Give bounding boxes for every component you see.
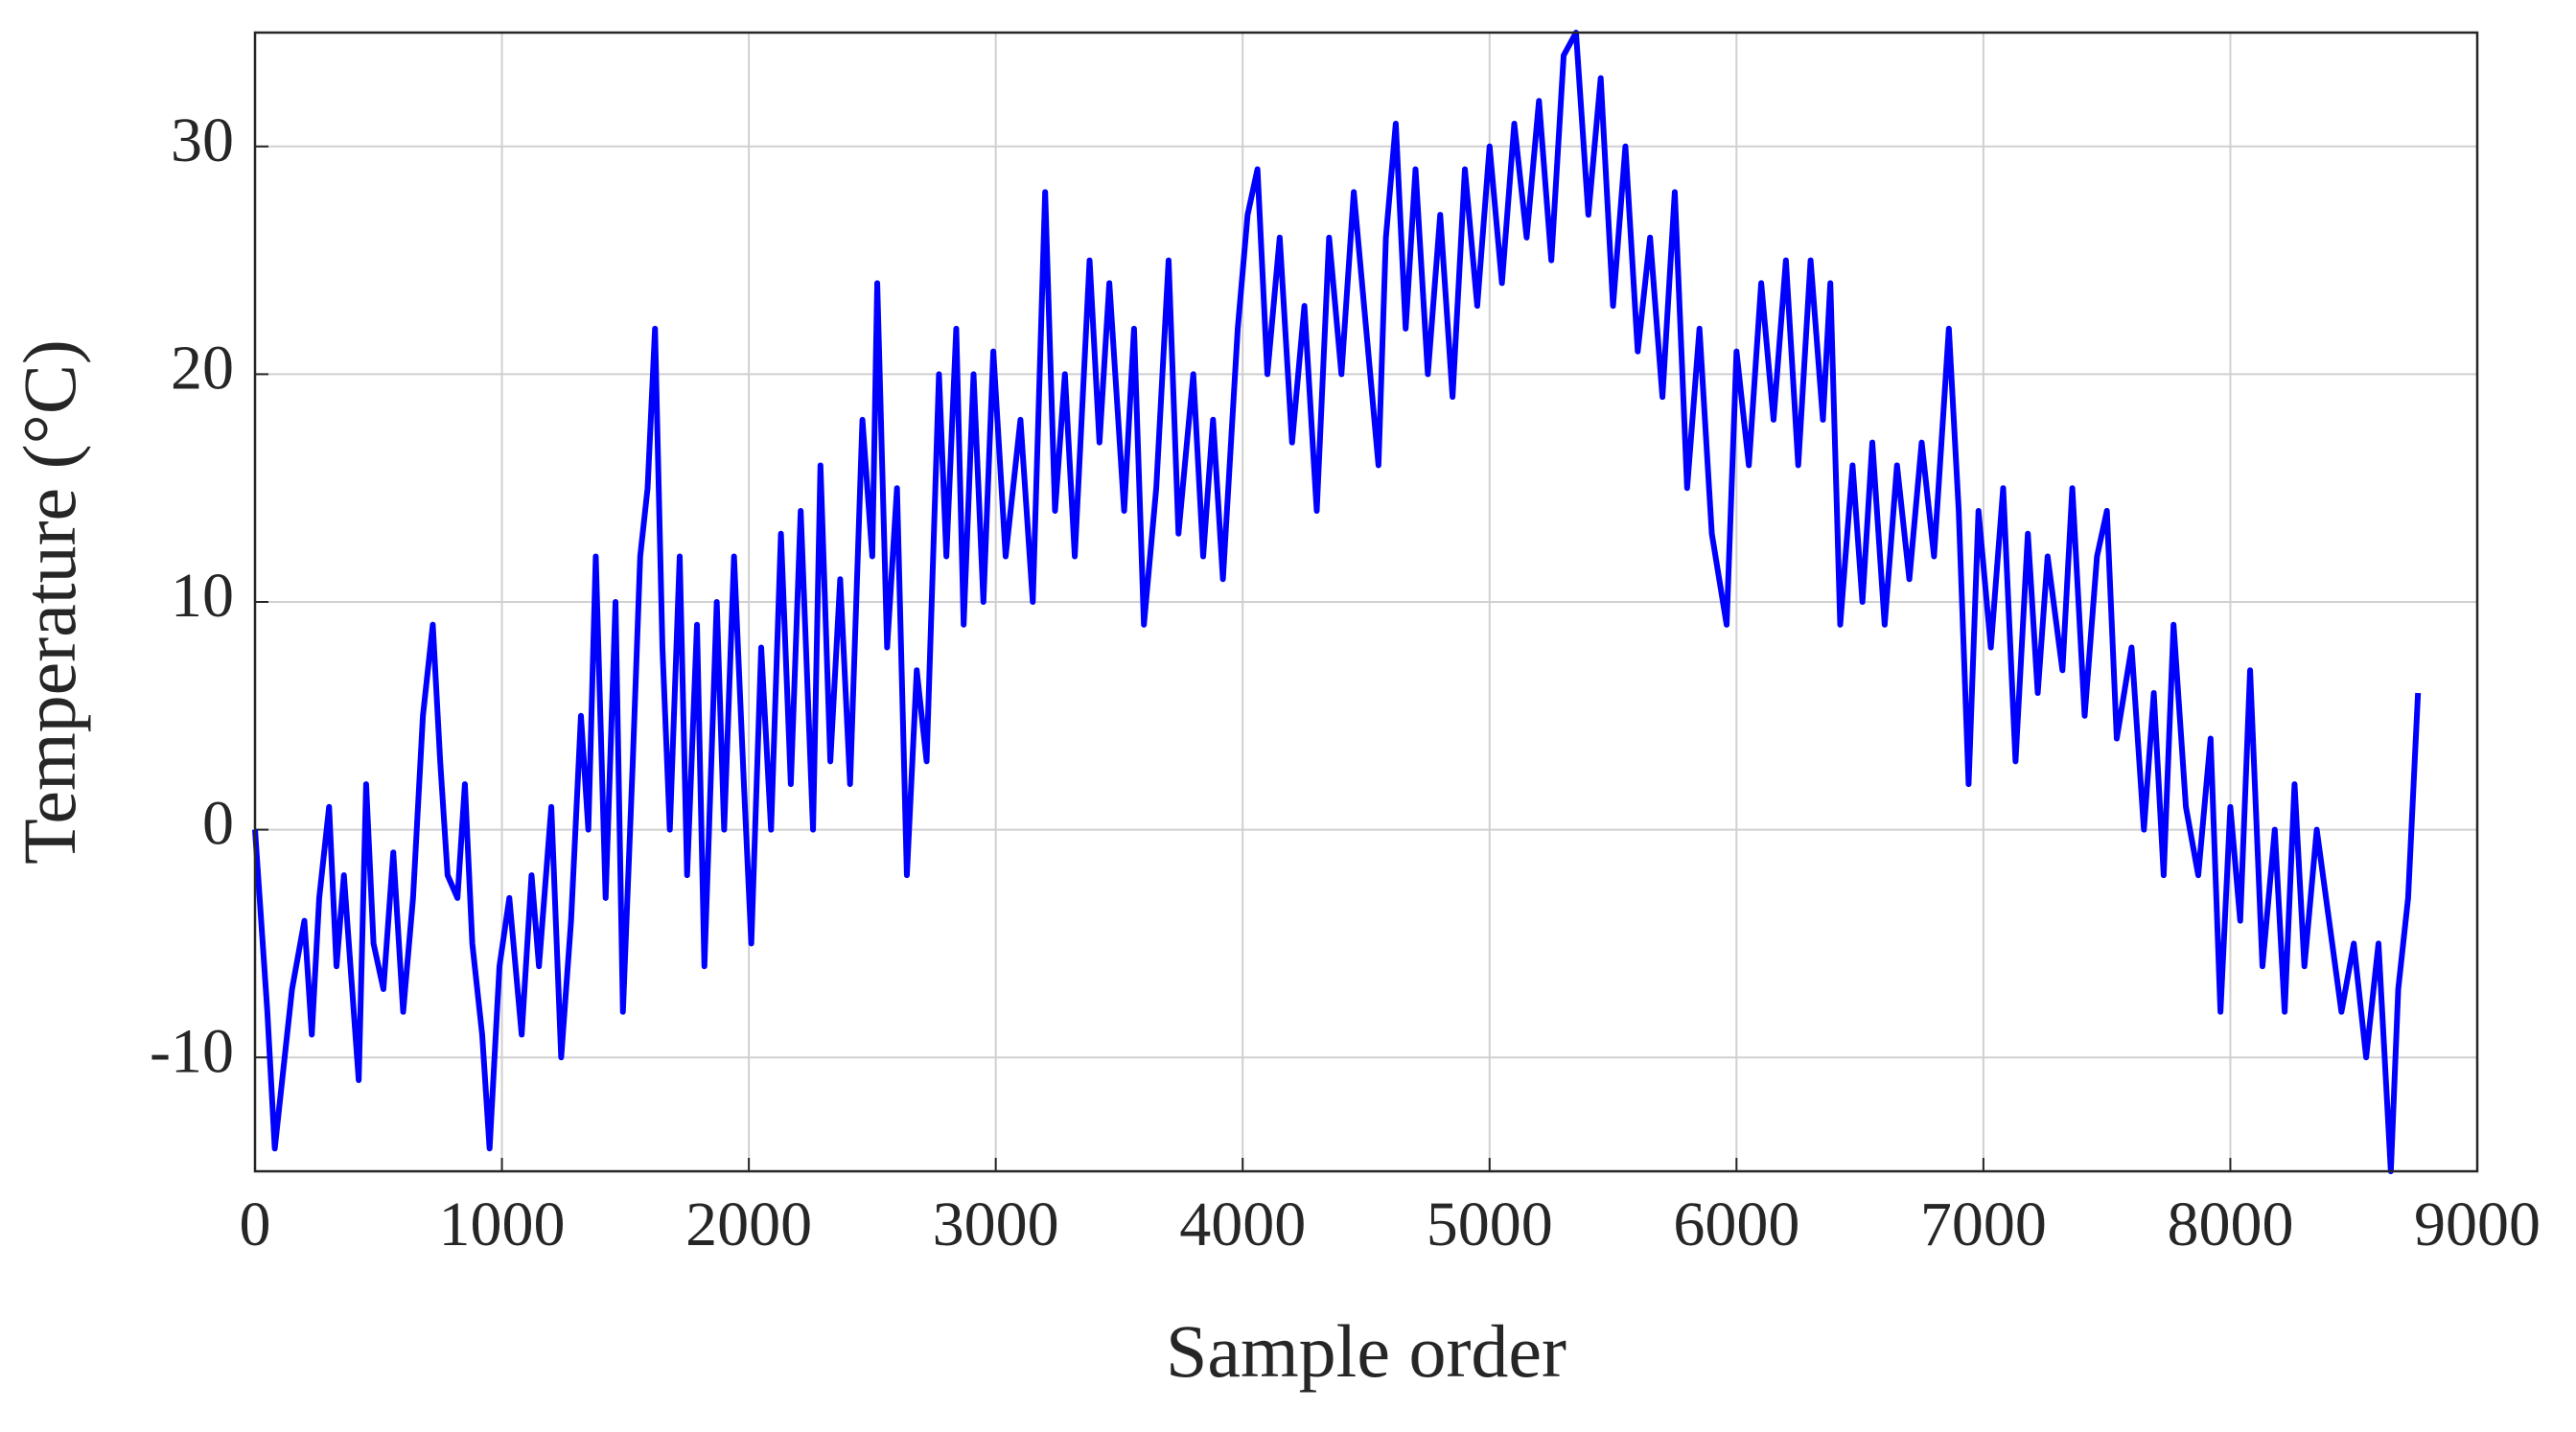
- plot-frame: [253, 31, 2479, 1173]
- y-axis-label: Temperature (°C): [8, 339, 91, 865]
- x-tick-label: 0: [240, 1189, 271, 1259]
- y-tick-label: 10: [171, 561, 234, 631]
- x-tick-label: 6000: [1673, 1189, 1799, 1259]
- x-tick-label: 3000: [933, 1189, 1059, 1259]
- x-axis-label: Sample order: [1166, 1309, 1566, 1393]
- x-tick-label: 5000: [1427, 1189, 1553, 1259]
- x-tick-label: 7000: [1920, 1189, 2047, 1259]
- line-series: [252, 30, 2422, 1174]
- y-tick-label: 30: [171, 105, 234, 175]
- y-tick-label: -10: [150, 1016, 234, 1086]
- y-tick-label: 20: [171, 334, 234, 404]
- x-tick-label: 1000: [439, 1189, 566, 1259]
- x-tick-label: 9000: [2414, 1189, 2541, 1259]
- x-tick-label: 2000: [685, 1189, 812, 1259]
- x-tick-label: 4000: [1179, 1189, 1306, 1259]
- x-tick-label: 8000: [2167, 1189, 2293, 1259]
- y-tick-label: 0: [202, 789, 234, 859]
